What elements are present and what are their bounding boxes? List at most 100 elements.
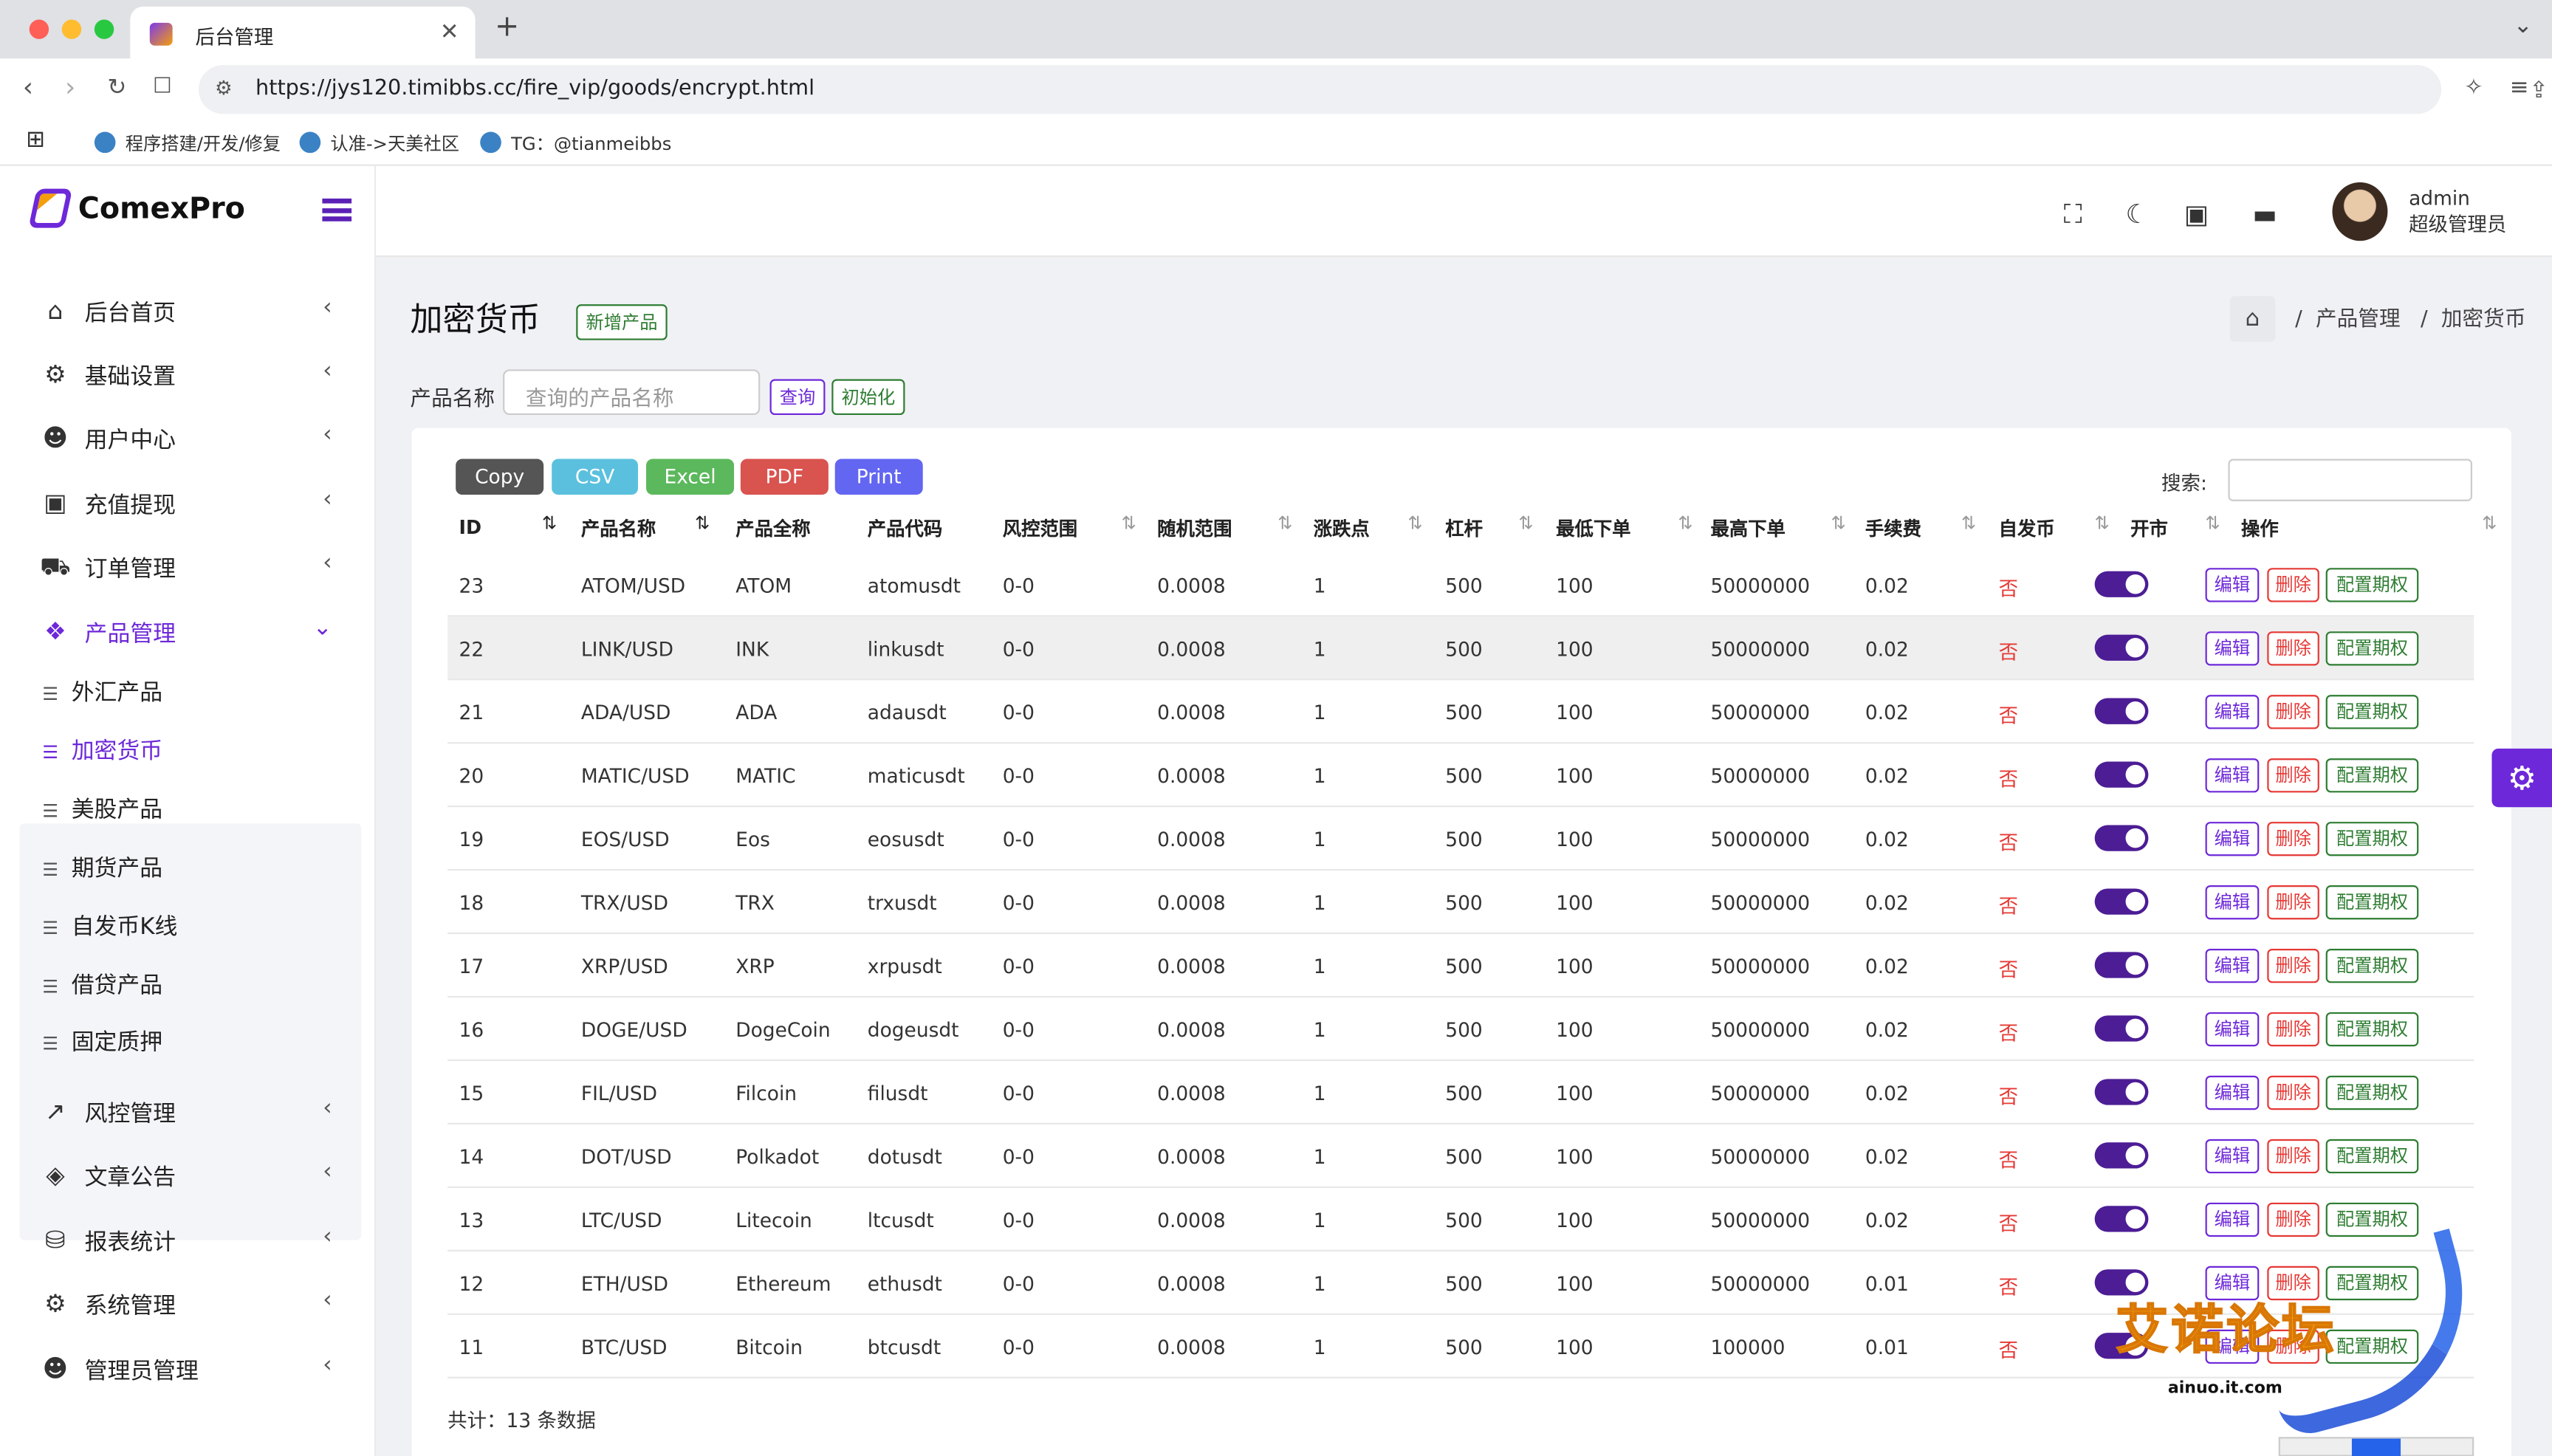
configure-options-button[interactable]: 配置期权 xyxy=(2325,758,2419,793)
sidebar-item-products[interactable]: ❖ 产品管理 ⌄ xyxy=(39,607,349,656)
user-info[interactable]: admin 超级管理员 xyxy=(2409,185,2506,238)
configure-options-button[interactable]: 配置期权 xyxy=(2325,885,2419,920)
column-header[interactable]: 自发币 xyxy=(1998,517,2055,540)
configure-options-button[interactable]: 配置期权 xyxy=(2325,1329,2419,1364)
bookmark-icon[interactable]: ☐ xyxy=(153,75,172,100)
sort-icon[interactable]: ⇅ xyxy=(1121,512,1136,534)
edit-button[interactable]: 编辑 xyxy=(2205,948,2260,983)
sidebar-item-risk[interactable]: ↗ 风控管理 ‹ xyxy=(39,1087,349,1136)
market-open-toggle[interactable] xyxy=(2094,1206,2149,1232)
site-settings-icon[interactable]: ⚙ xyxy=(214,76,233,100)
money-icon[interactable]: ▣ xyxy=(2184,198,2209,230)
delete-button[interactable]: 删除 xyxy=(2267,885,2319,920)
column-header[interactable]: 产品代码 xyxy=(867,517,943,540)
configure-options-button[interactable]: 配置期权 xyxy=(2325,1139,2419,1174)
table-search-input[interactable] xyxy=(2228,459,2473,501)
market-open-toggle[interactable] xyxy=(2094,698,2149,724)
configure-options-button[interactable]: 配置期权 xyxy=(2325,948,2419,983)
delete-button[interactable]: 删除 xyxy=(2267,695,2319,729)
delete-button[interactable]: 删除 xyxy=(2267,631,2319,666)
bookmark-item[interactable]: TG：@tianmeibbs xyxy=(480,130,671,156)
floating-settings-gear-icon[interactable]: ⚙ xyxy=(2491,748,2552,808)
maximize-window-button[interactable] xyxy=(94,19,114,39)
column-header[interactable]: ID xyxy=(459,515,482,539)
copy-button[interactable]: Copy xyxy=(456,459,544,495)
market-open-toggle[interactable] xyxy=(2094,634,2149,661)
apps-grid-icon[interactable]: ⊞ xyxy=(26,126,46,154)
delete-button[interactable]: 删除 xyxy=(2267,758,2319,793)
delete-button[interactable]: 删除 xyxy=(2267,1012,2319,1047)
submenu-item-futures[interactable]: ☰ 期货产品 xyxy=(42,856,163,882)
forward-icon[interactable]: › xyxy=(65,71,76,103)
delete-button[interactable]: 删除 xyxy=(2267,1266,2319,1301)
submenu-item-us-stocks[interactable]: ☰ 美股产品 xyxy=(42,797,163,824)
reload-icon[interactable]: ↻ xyxy=(107,75,127,101)
print-button[interactable]: Print xyxy=(834,459,923,495)
market-open-toggle[interactable] xyxy=(2094,1269,2149,1296)
address-bar[interactable]: ⚙ https://jys120.timibbs.cc/fire_vip/goo… xyxy=(198,65,2548,114)
market-open-toggle[interactable] xyxy=(2094,952,2149,978)
add-product-button[interactable]: 新增产品 xyxy=(576,304,668,340)
market-open-toggle[interactable] xyxy=(2094,1142,2149,1169)
submenu-item-loans[interactable]: ☰ 借贷产品 xyxy=(42,973,163,1000)
edit-button[interactable]: 编辑 xyxy=(2205,695,2260,729)
column-header[interactable]: 产品名称 xyxy=(580,517,656,540)
column-header[interactable]: 最高下单 xyxy=(1710,517,1786,540)
sidebar-item-articles[interactable]: ◈ 文章公告 ‹ xyxy=(39,1150,349,1199)
sort-icon[interactable]: ⇅ xyxy=(695,512,710,534)
sort-icon[interactable]: ⇅ xyxy=(1678,512,1693,534)
fullscreen-icon[interactable]: ⛶ xyxy=(2063,198,2082,230)
sidebar-item-users[interactable]: ☻ 用户中心 ‹ xyxy=(39,413,349,462)
edit-button[interactable]: 编辑 xyxy=(2205,885,2260,920)
edit-button[interactable]: 编辑 xyxy=(2205,1266,2260,1301)
market-open-toggle[interactable] xyxy=(2094,1333,2149,1359)
edit-button[interactable]: 编辑 xyxy=(2205,568,2260,602)
edit-button[interactable]: 编辑 xyxy=(2205,822,2260,856)
edit-button[interactable]: 编辑 xyxy=(2205,1329,2260,1364)
message-icon[interactable]: ▬ xyxy=(2252,198,2277,230)
pdf-button[interactable]: PDF xyxy=(740,459,829,495)
column-header[interactable]: 手续费 xyxy=(1865,517,1921,540)
sidebar-item-settings[interactable]: ⚙ 基础设置 ‹ xyxy=(39,350,349,399)
sort-icon[interactable]: ⇅ xyxy=(1407,512,1423,534)
column-header[interactable]: 风控范围 xyxy=(1002,517,1078,540)
configure-options-button[interactable]: 配置期权 xyxy=(2325,1202,2419,1237)
submenu-item-forex[interactable]: ☰ 外汇产品 xyxy=(42,680,163,707)
delete-button[interactable]: 删除 xyxy=(2267,948,2319,983)
leo-ai-icon[interactable]: ✧ xyxy=(2464,75,2483,101)
market-open-toggle[interactable] xyxy=(2094,1079,2149,1105)
configure-options-button[interactable]: 配置期权 xyxy=(2325,1075,2419,1110)
bookmark-item[interactable]: 程序搭建/开发/修复 xyxy=(94,130,281,156)
product-name-search-input[interactable]: 查询的产品名称 xyxy=(503,369,761,416)
delete-button[interactable]: 删除 xyxy=(2267,1202,2319,1237)
tab-list-chevron-icon[interactable]: ⌄ xyxy=(2513,13,2533,39)
market-open-toggle[interactable] xyxy=(2094,888,2149,915)
sort-icon[interactable]: ⇅ xyxy=(2205,512,2220,534)
configure-options-button[interactable]: 配置期权 xyxy=(2325,568,2419,602)
brand-logo[interactable]: ComexPro xyxy=(28,188,245,228)
delete-button[interactable]: 删除 xyxy=(2267,1075,2319,1110)
share-icon[interactable]: ⇪ xyxy=(2529,78,2549,105)
delete-button[interactable]: 删除 xyxy=(2267,568,2319,602)
sort-icon[interactable]: ⇅ xyxy=(1518,512,1534,534)
close-window-button[interactable] xyxy=(29,19,49,39)
hamburger-menu-icon[interactable] xyxy=(322,198,352,222)
column-header[interactable]: 开市 xyxy=(2130,517,2168,540)
sidebar-item-admins[interactable]: ☻ 管理员管理 ‹ xyxy=(39,1345,349,1393)
sidebar-item-dashboard[interactable]: ⌂ 后台首页 ‹ xyxy=(39,286,349,335)
edit-button[interactable]: 编辑 xyxy=(2205,1075,2260,1110)
sort-icon[interactable]: ⇅ xyxy=(541,512,558,534)
configure-options-button[interactable]: 配置期权 xyxy=(2325,631,2419,666)
edit-button[interactable]: 编辑 xyxy=(2205,1012,2260,1047)
csv-button[interactable]: CSV xyxy=(552,459,639,495)
edit-button[interactable]: 编辑 xyxy=(2205,1139,2260,1174)
market-open-toggle[interactable] xyxy=(2094,571,2149,597)
submenu-item-crypto[interactable]: ☰ 加密货币 xyxy=(42,738,163,765)
home-icon[interactable]: ⌂ xyxy=(2229,296,2276,342)
column-header[interactable]: 产品全称 xyxy=(735,517,811,540)
sidebar-item-system[interactable]: ⚙ 系统管理 ‹ xyxy=(39,1279,349,1328)
edit-button[interactable]: 编辑 xyxy=(2205,1202,2260,1237)
column-header[interactable]: 随机范围 xyxy=(1157,517,1232,540)
avatar[interactable] xyxy=(2332,182,2388,241)
column-header[interactable]: 操作 xyxy=(2241,517,2279,540)
